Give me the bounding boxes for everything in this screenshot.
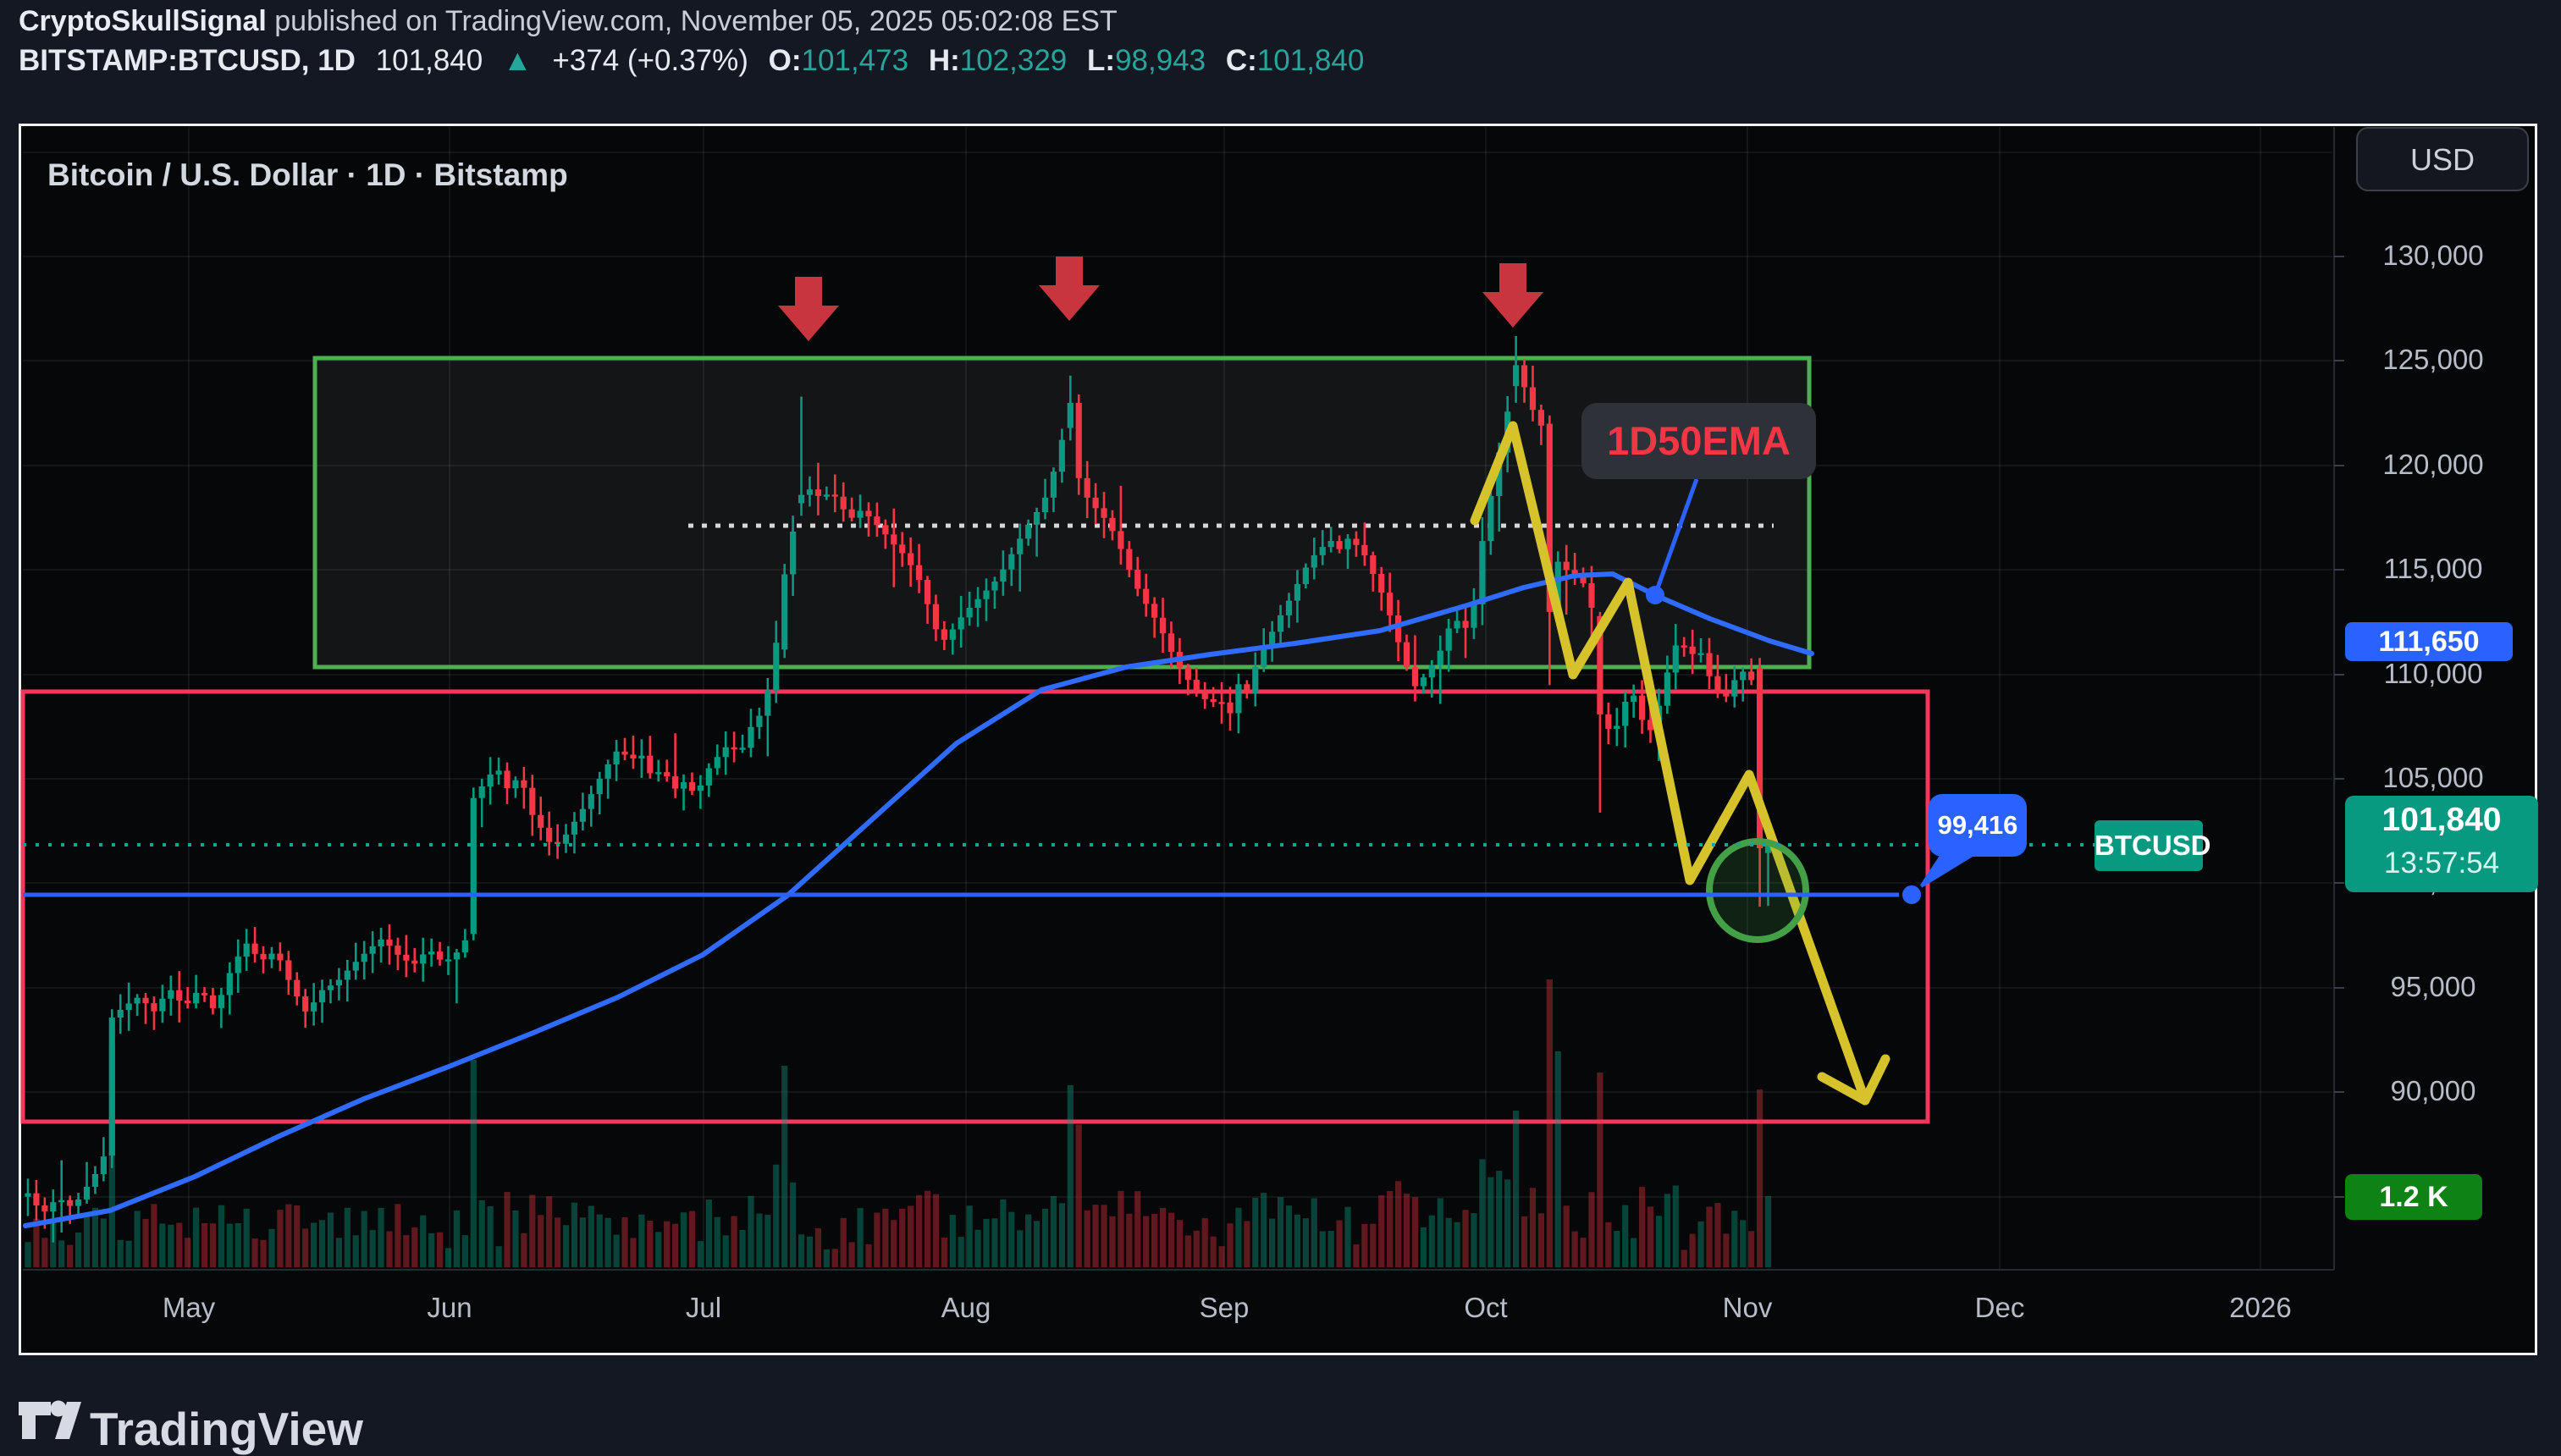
high-label: H: (928, 44, 960, 77)
author-name: CryptoSkullSignal (19, 5, 267, 37)
down-arrow-marker[interactable] (778, 277, 839, 341)
price-axis-label: 125,000 (2382, 344, 2484, 375)
price-axis-label: 115,000 (2383, 553, 2483, 584)
price-axis-label: 120,000 (2382, 449, 2484, 480)
high-value: 102,329 (959, 44, 1068, 77)
close-value: 101,840 (1256, 44, 1365, 77)
callout-anchor-dot (1899, 882, 1924, 907)
time-axis-label: Dec (1974, 1292, 2025, 1323)
symbol-price-line-tag: BTCUSD (2095, 820, 2211, 871)
open-label: O: (768, 44, 802, 77)
up-triangle-icon: ▲ (502, 44, 533, 77)
currency-unit-button[interactable]: USD (2356, 127, 2529, 191)
ema50-line[interactable] (23, 571, 1814, 1228)
price-axis-label: 95,000 (2390, 971, 2476, 1002)
price-axis-label: 110,000 (2383, 658, 2483, 689)
supply-zone-box[interactable] (312, 356, 1812, 670)
time-axis-label: May (162, 1292, 216, 1323)
demand-zone-box[interactable] (20, 689, 1930, 1124)
chart-title: Bitcoin / U.S. Dollar · 1D · Bitstamp (47, 157, 568, 192)
tradingview-logo-icon[interactable] (19, 1395, 83, 1451)
time-axis-label: 2026 (2229, 1292, 2292, 1323)
last-price: 101,840 (375, 44, 483, 77)
ema-callout-dot (1646, 586, 1664, 604)
time-axis-label: Aug (941, 1292, 991, 1323)
price-chart-canvas[interactable] (19, 124, 2537, 1355)
price-axis-label: 105,000 (2382, 762, 2484, 793)
projection-zigzag-arrow[interactable] (1470, 421, 1870, 1106)
bar-countdown: 13:57:54 (2383, 847, 2500, 880)
price-change: +374 (+0.37%) (552, 44, 748, 77)
symbol-name: BITSTAMP:BTCUSD, 1D (19, 44, 356, 77)
down-arrow-marker[interactable] (1039, 256, 1100, 321)
projection-arrowhead (1817, 1054, 1890, 1106)
last-price-tag: 101,840 13:57:54 (2345, 796, 2538, 892)
volume-tag: 1.2 K (2345, 1174, 2482, 1220)
close-label: C: (1225, 44, 1257, 77)
ema-indicator-label[interactable]: 1D50EMA (1581, 403, 1816, 479)
low-label: L: (1087, 44, 1116, 77)
low-value: 98,943 (1115, 44, 1206, 77)
candles (25, 335, 1772, 1243)
price-callout-99416[interactable]: 99,416 (1929, 794, 2027, 857)
time-axis-label: Jun (427, 1292, 472, 1323)
last-price-tag-value: 101,840 (2382, 802, 2502, 838)
symbol-ohlc-line: BITSTAMP:BTCUSD, 1D 101,840 ▲ +374 (+0.3… (19, 44, 1364, 78)
volume-pane (25, 979, 1772, 1267)
time-axis-label: Jul (685, 1292, 722, 1323)
price-axis-label: 90,000 (2390, 1075, 2476, 1106)
highlight-circle[interactable] (1706, 838, 1809, 943)
open-value: 101,473 (801, 44, 909, 77)
callout-tail (1916, 852, 1981, 891)
price-axis-label: 130,000 (2382, 240, 2484, 271)
tradingview-brand[interactable]: TradingView (90, 1403, 363, 1455)
down-arrow-marker[interactable] (1482, 263, 1543, 328)
publish-byline: CryptoSkullSignal published on TradingVi… (19, 5, 1118, 38)
ema-callout-line (1653, 478, 1699, 596)
time-axis-label: Oct (1464, 1292, 1508, 1323)
time-axis-label: Nov (1722, 1292, 1773, 1323)
chart-frame (19, 124, 2537, 1355)
price-tag-111650: 111,650 (2345, 622, 2513, 661)
time-axis-label: Sep (1199, 1292, 1250, 1323)
publish-info: published on TradingView.com, November 0… (266, 5, 1118, 37)
